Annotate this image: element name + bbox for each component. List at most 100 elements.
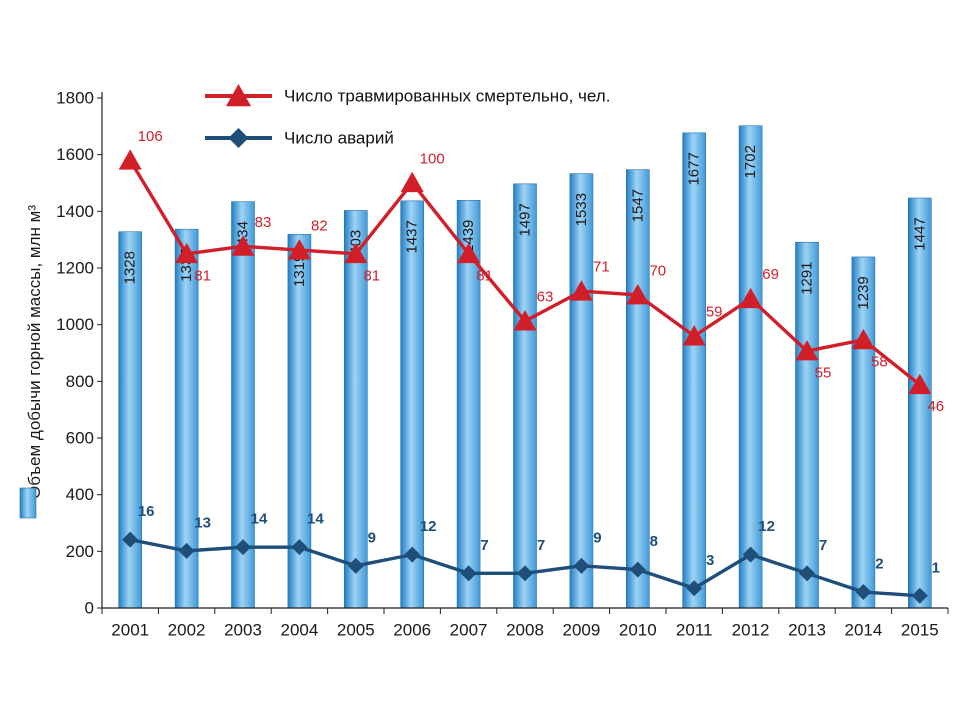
fatalities-value-label: 58 — [871, 353, 888, 370]
accidents-value-label: 8 — [650, 533, 658, 550]
legend-marker-accidents — [228, 128, 249, 148]
accidents-value-label: 7 — [537, 537, 545, 554]
x-tick-label: 2003 — [224, 621, 262, 640]
fatalities-marker — [908, 373, 932, 395]
bar-value-label: 1533 — [573, 193, 590, 226]
accidents-value-label: 7 — [819, 537, 827, 554]
legend-marker-fatalities — [225, 84, 252, 107]
fatalities-value-label: 83 — [255, 214, 272, 231]
fatalities-marker — [795, 340, 819, 361]
x-tick-label: 2008 — [506, 621, 544, 640]
accidents-marker — [235, 539, 251, 556]
y-tick-label: 400 — [66, 485, 94, 504]
legend: Число травмированных смертельно, чел. Чис… — [205, 84, 610, 148]
y-tick-label: 1000 — [56, 315, 94, 334]
accidents-value-label: 12 — [420, 518, 437, 535]
bar-value-label: 1437 — [404, 220, 421, 253]
bar-value-label: 1497 — [517, 203, 534, 236]
x-tick-label: 2015 — [901, 621, 939, 640]
x-tick-label: 2012 — [732, 621, 770, 640]
y-tick-label: 1800 — [56, 89, 94, 108]
accidents-marker — [517, 565, 533, 582]
accidents-value-label: 1 — [932, 559, 940, 576]
accidents-marker — [291, 539, 308, 556]
fatalities-marker — [118, 149, 142, 170]
accidents-marker — [347, 557, 364, 574]
y-axis-label: Объем добычи горной массы, млн м³ — [25, 205, 44, 499]
y-tick-label: 1600 — [56, 145, 94, 164]
x-tick-label: 2010 — [619, 621, 657, 640]
fatalities-marker — [231, 235, 255, 256]
bar-value-label: 1291 — [799, 262, 816, 295]
accidents-marker — [460, 565, 477, 582]
accidents-marker — [799, 565, 815, 582]
bar-value-label: 1447 — [911, 217, 928, 250]
fatalities-value-label: 63 — [537, 289, 554, 306]
legend-label-accidents: Число аварий — [284, 129, 394, 148]
x-tick-label: 2006 — [393, 621, 431, 640]
y-tick-label: 1400 — [56, 202, 94, 221]
x-tick-label: 2009 — [562, 621, 600, 640]
fatalities-marker — [344, 242, 368, 264]
fatalities-value-label: 70 — [649, 262, 666, 279]
accidents-marker — [629, 561, 646, 578]
accidents-marker — [404, 546, 421, 563]
bar-value-label: 1439 — [460, 220, 477, 253]
y-tick-label: 800 — [66, 372, 94, 391]
fatalities-value-label: 106 — [138, 128, 163, 145]
fatalities-value-label: 82 — [311, 218, 328, 235]
accidents-value-label: 2 — [875, 556, 883, 573]
x-tick-label: 2013 — [788, 621, 826, 640]
x-tick-label: 2002 — [168, 621, 206, 640]
accidents-value-label: 12 — [758, 518, 775, 535]
fatalities-value-label: 100 — [420, 150, 445, 167]
accidents-marker — [122, 531, 139, 548]
fatalities-marker — [457, 242, 481, 264]
bar-value-label: 1328 — [122, 251, 139, 284]
fatalities-value-label: 69 — [762, 266, 779, 283]
accidents-value-label: 7 — [480, 537, 488, 554]
bar-value-label: 1319 — [291, 254, 308, 287]
fatalities-marker — [739, 287, 763, 309]
accidents-value-label: 3 — [706, 552, 714, 569]
fatalities-marker — [682, 325, 706, 346]
bar-value-label: 1702 — [742, 145, 759, 178]
bar-value-label: 1677 — [686, 152, 703, 185]
accidents-value-label: 14 — [307, 511, 324, 528]
fatalities-value-label: 55 — [815, 365, 832, 382]
y-axis-label-group: Объем добычи горной массы, млн м³ — [25, 205, 44, 499]
fatalities-value-label: 71 — [593, 259, 610, 276]
x-tick-label: 2014 — [844, 621, 882, 640]
fatalities-marker — [513, 310, 537, 331]
y-tick-label: 1200 — [56, 259, 94, 278]
x-tick-label: 2011 — [676, 621, 713, 640]
y-tick-label: 0 — [85, 599, 94, 618]
accidents-value-label: 9 — [593, 529, 601, 546]
axes-group: 0 200 400 600 800 1000 1200 1400 1600 1800 2001 200… — [56, 89, 949, 640]
fatalities-marker — [851, 328, 875, 350]
bar-2009 — [569, 173, 594, 609]
bar-2013 — [795, 241, 819, 609]
x-tick-label: 2001 — [111, 621, 149, 640]
fatalities-marker — [400, 171, 424, 193]
y-tick-label: 200 — [66, 542, 94, 561]
fatalities-value-label: 81 — [476, 267, 493, 284]
bar-2011 — [682, 132, 707, 609]
x-tick-label: 2007 — [450, 621, 488, 640]
x-tick-label: 2004 — [280, 621, 318, 640]
bar-2008 — [513, 183, 537, 609]
accidents-marker — [573, 557, 590, 574]
fatalities-marker — [175, 242, 199, 264]
fatalities-marker — [569, 280, 593, 301]
fatalities-value-label: 46 — [927, 398, 944, 415]
fatalities-value-label: 81 — [194, 267, 211, 284]
bar-2001 — [118, 231, 142, 609]
y-tick-label: 600 — [66, 429, 94, 448]
y-axis-legend-swatch — [19, 487, 37, 519]
accidents-marker — [855, 584, 872, 601]
bar-2010 — [625, 169, 650, 609]
fatalities-value-label: 59 — [706, 304, 723, 321]
bar-value-label: 1547 — [629, 189, 646, 222]
